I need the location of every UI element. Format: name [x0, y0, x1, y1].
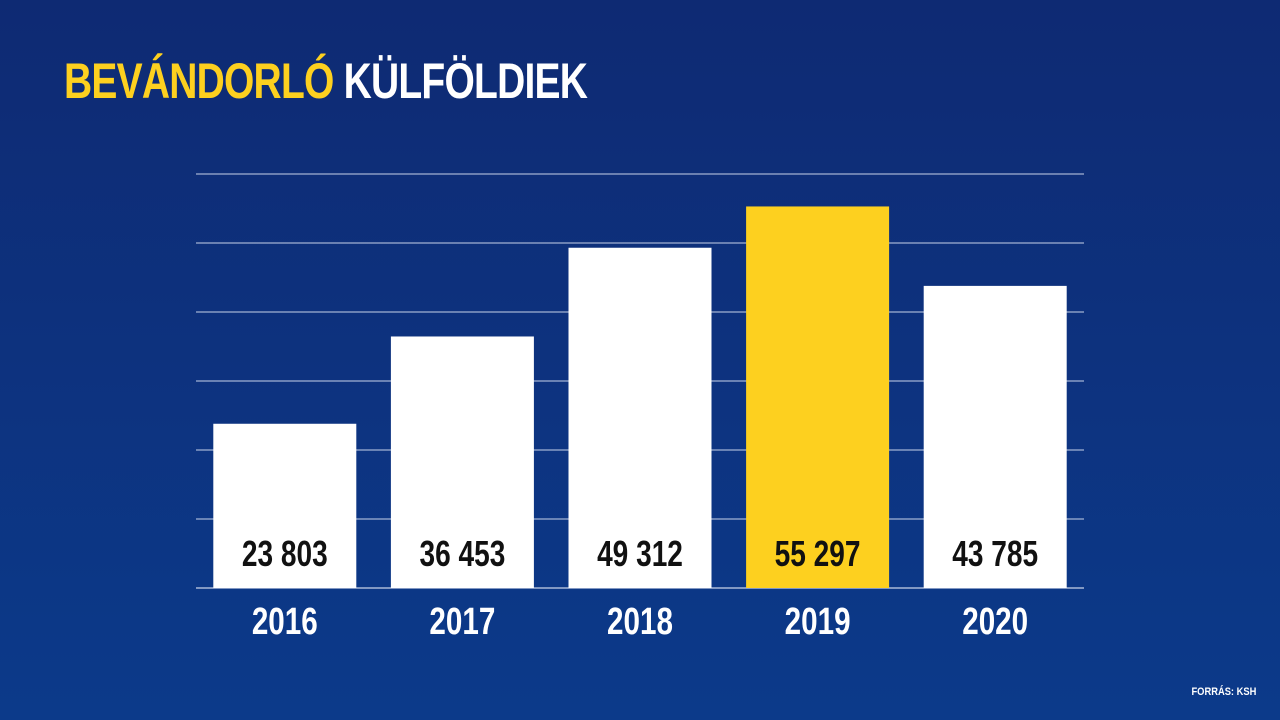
source-note: FORRÁS: KSH — [1191, 686, 1256, 698]
data-label-2018: 49 312 — [597, 534, 683, 574]
x-tick-label-2020: 2020 — [962, 601, 1028, 643]
chart-title-accent: BEVÁNDORLÓ — [64, 53, 334, 109]
bar-2016 — [213, 423, 357, 588]
data-label-2016: 23 803 — [242, 534, 328, 574]
data-label-2020: 43 785 — [952, 534, 1038, 574]
data-label-2017: 36 453 — [419, 534, 505, 574]
chart-title-main: KÜLFÖLDIEK — [343, 53, 588, 109]
bar-2018 — [568, 247, 712, 588]
x-tick-label-2019: 2019 — [785, 601, 851, 643]
bar-2020 — [923, 285, 1067, 588]
x-tick-label-2016: 2016 — [252, 601, 318, 643]
x-tick-label-2017: 2017 — [429, 601, 495, 643]
chart-title: BEVÁNDORLÓ KÜLFÖLDIEK — [64, 52, 588, 110]
bar-2017 — [390, 336, 534, 588]
bar-2019 — [746, 206, 890, 589]
x-tick-label-2018: 2018 — [607, 601, 673, 643]
data-label-2019: 55 297 — [775, 534, 861, 574]
